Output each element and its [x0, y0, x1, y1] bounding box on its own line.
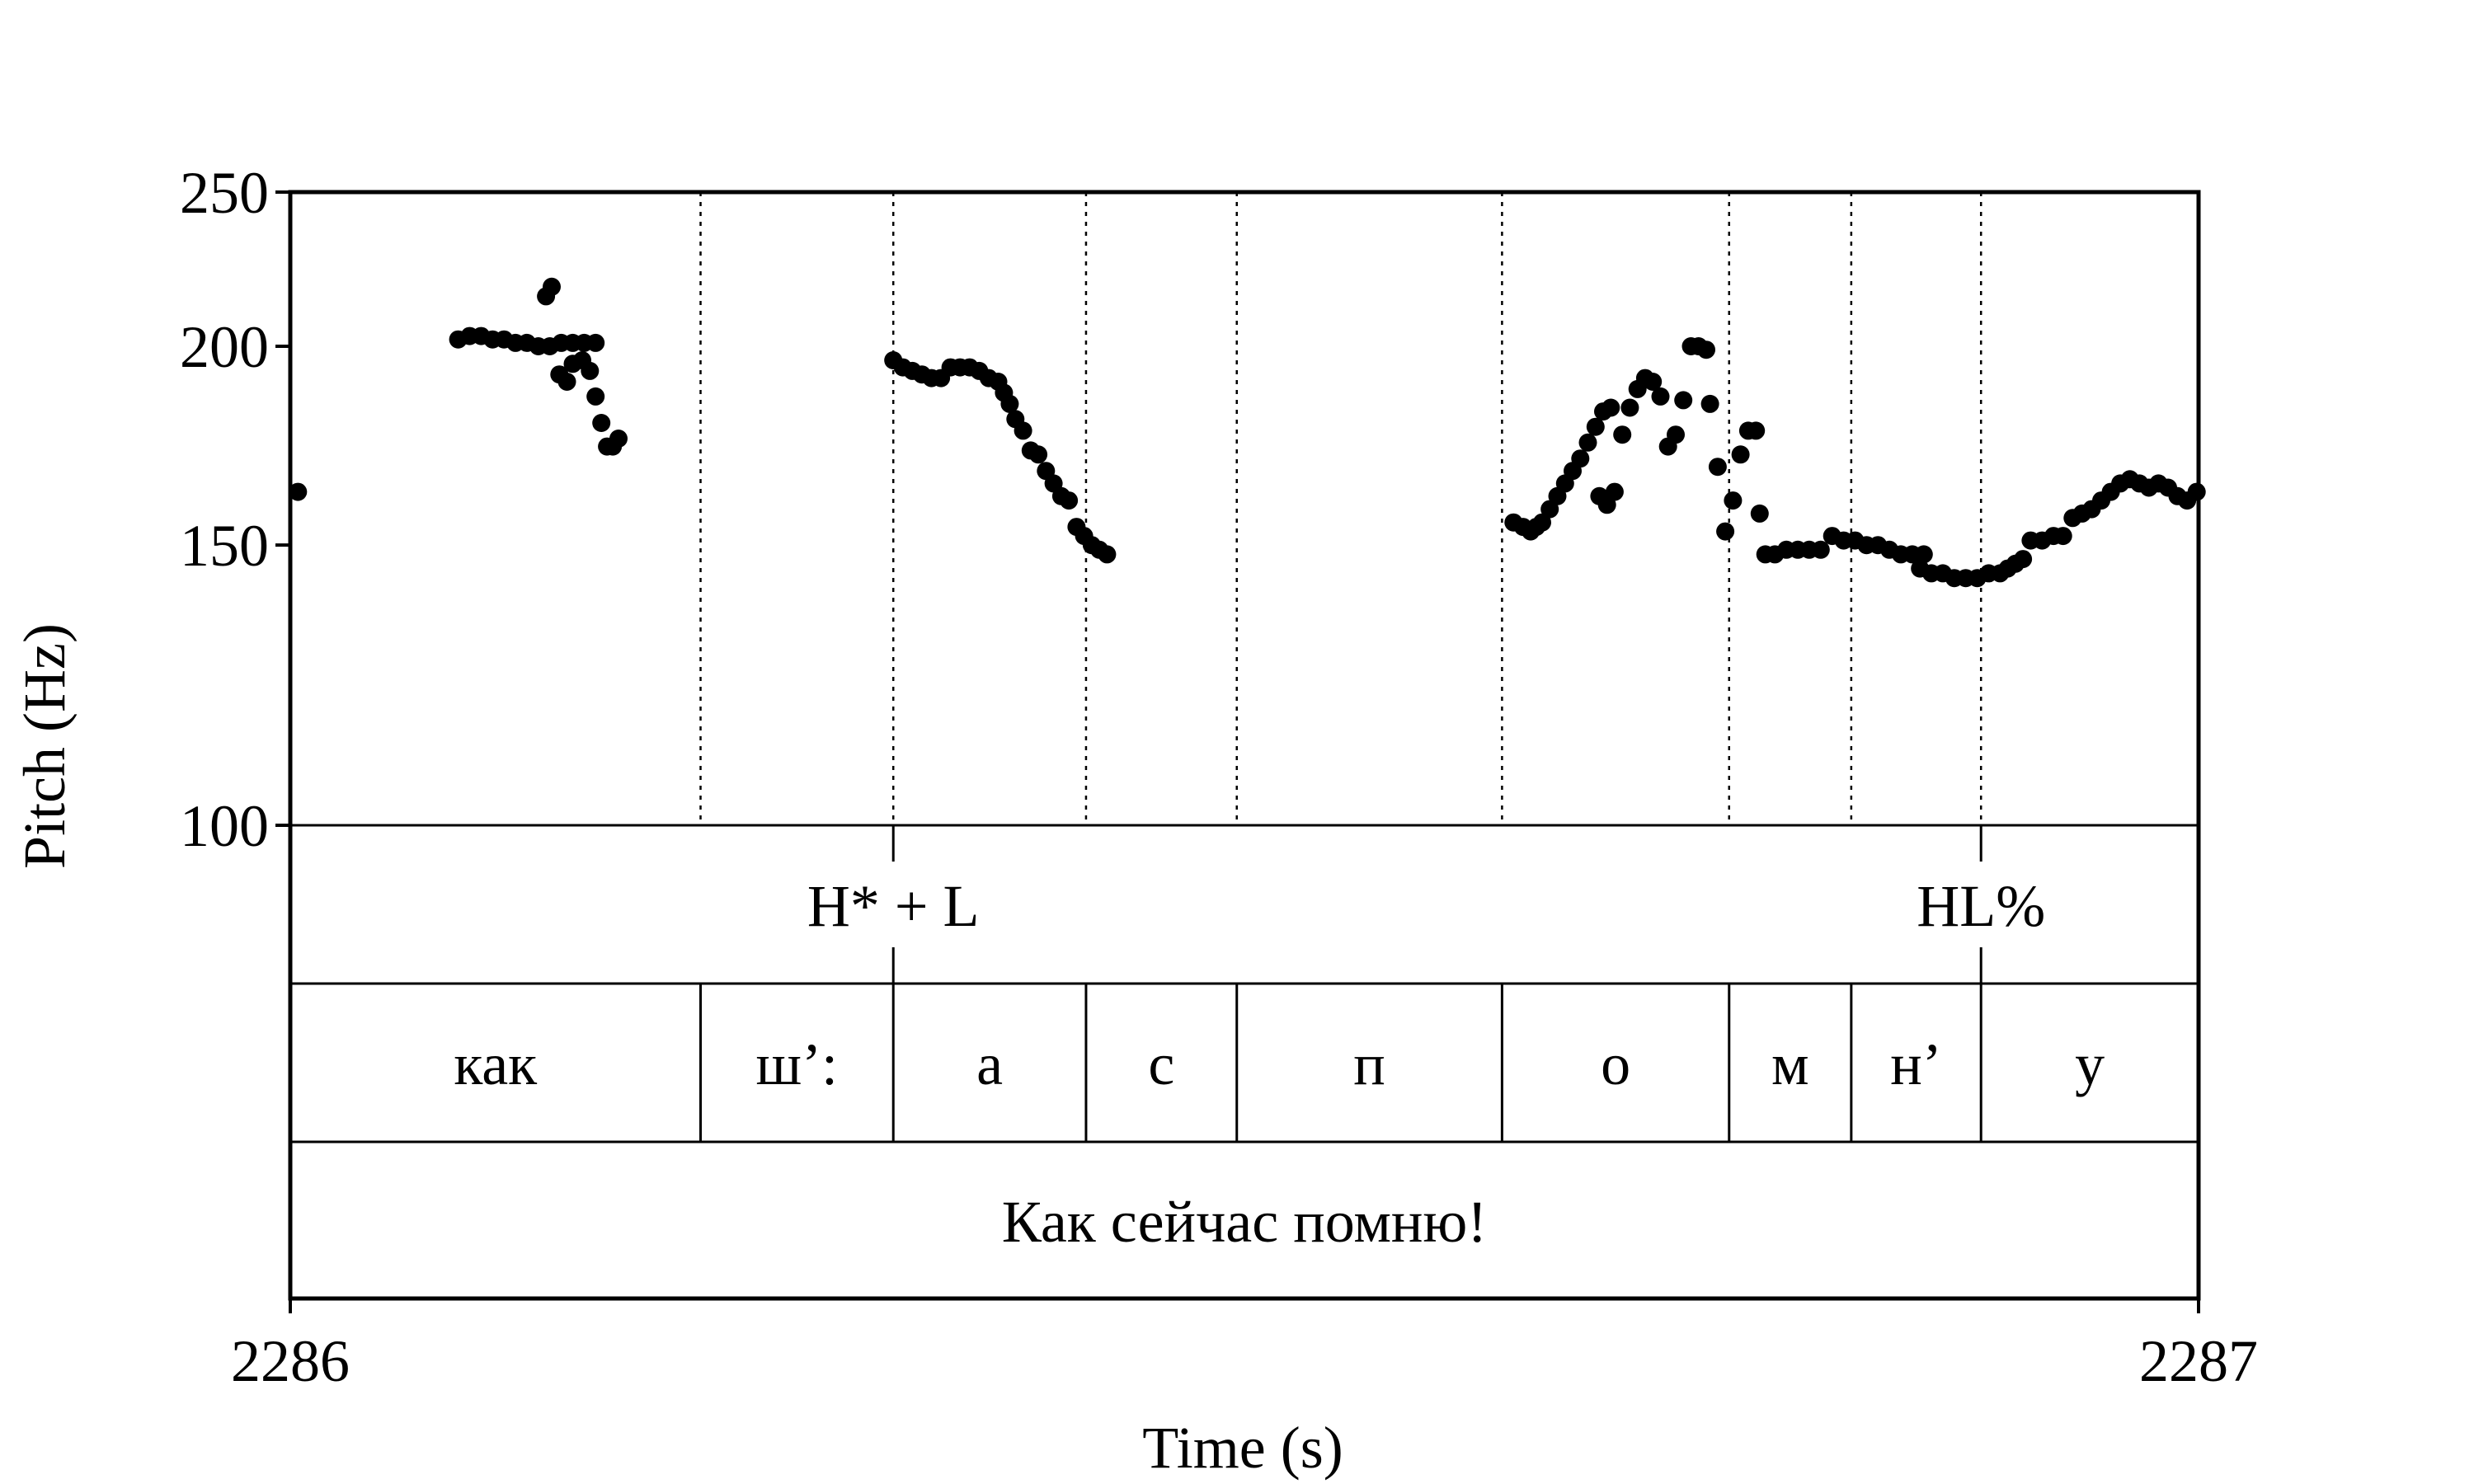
pitch-point	[1811, 540, 1830, 559]
tone-label: H* + L	[807, 873, 980, 939]
segments-label: как	[454, 1031, 538, 1097]
segments-label: с	[1148, 1031, 1174, 1097]
axes: 100 150 200 250 2286 2287	[180, 160, 2258, 1394]
pitch-point	[1060, 491, 1079, 510]
y-tick-label: 250	[180, 160, 269, 226]
pitch-point	[1708, 458, 1727, 477]
pitch-point	[1533, 513, 1551, 532]
pitch-point	[1578, 433, 1597, 452]
pitch-points	[289, 277, 2206, 588]
x-tick-label: 2286	[231, 1328, 350, 1394]
pitch-point	[1605, 482, 1624, 501]
pitch-point	[1613, 425, 1632, 444]
pitch-point	[609, 430, 628, 448]
pitch-point	[1747, 421, 1766, 440]
segments-label: у	[2075, 1031, 2105, 1097]
pitch-point	[289, 482, 308, 501]
x-axis-title: Time (s)	[1142, 1415, 1343, 1481]
segments-label: а	[976, 1031, 1003, 1097]
pitch-point	[1651, 387, 1670, 406]
annotation-tiers: H* + L HL% как ш’: а с п о м н’ у Как сейчас помню!	[290, 824, 2199, 1300]
tone-label: HL%	[1917, 873, 2045, 939]
pitch-point	[1750, 504, 1769, 523]
words-label: Как сейчас помню!	[1002, 1189, 1487, 1255]
pitch-point	[543, 277, 561, 296]
pitch-point	[1914, 545, 1933, 564]
pitch-point	[592, 414, 611, 432]
pitch-point	[1674, 391, 1693, 410]
y-tick-label: 150	[180, 513, 269, 579]
pitch-point	[1602, 398, 1620, 417]
pitch-point	[586, 333, 605, 352]
pitch-point	[1586, 417, 1605, 436]
pitch-point	[1098, 545, 1117, 564]
pitch-point	[1716, 522, 1735, 541]
pitch-point	[1029, 445, 1048, 464]
y-axis-title: Pitch (Hz)	[12, 623, 78, 869]
pitch-point	[1644, 373, 1663, 391]
pitch-point	[1700, 394, 1719, 413]
pitch-point	[2014, 550, 2033, 569]
segments-label: н’	[1890, 1031, 1942, 1097]
pitch-point	[1667, 425, 1685, 444]
pitch-point	[586, 387, 605, 406]
pitch-point	[1620, 398, 1639, 417]
pitch-point	[1000, 394, 1019, 413]
pitch-point	[1697, 340, 1715, 359]
segments-label: п	[1353, 1031, 1385, 1097]
segments-label: м	[1771, 1031, 1809, 1097]
pitch-point	[581, 361, 600, 380]
y-tick-label: 200	[180, 314, 269, 380]
pitch-point	[1731, 445, 1750, 464]
segments-label: о	[1601, 1031, 1630, 1097]
pitch-point	[1571, 449, 1590, 468]
boundary-lines	[699, 192, 1982, 825]
pitch-point	[2053, 527, 2072, 546]
pitch-point	[1014, 421, 1032, 440]
y-tick-label: 100	[180, 793, 269, 859]
x-tick-label: 2287	[2139, 1328, 2258, 1394]
plot-frame	[288, 190, 2201, 1301]
pitch-point	[1724, 491, 1743, 510]
pitch-point	[557, 373, 576, 391]
segments-label: ш’:	[756, 1031, 838, 1097]
